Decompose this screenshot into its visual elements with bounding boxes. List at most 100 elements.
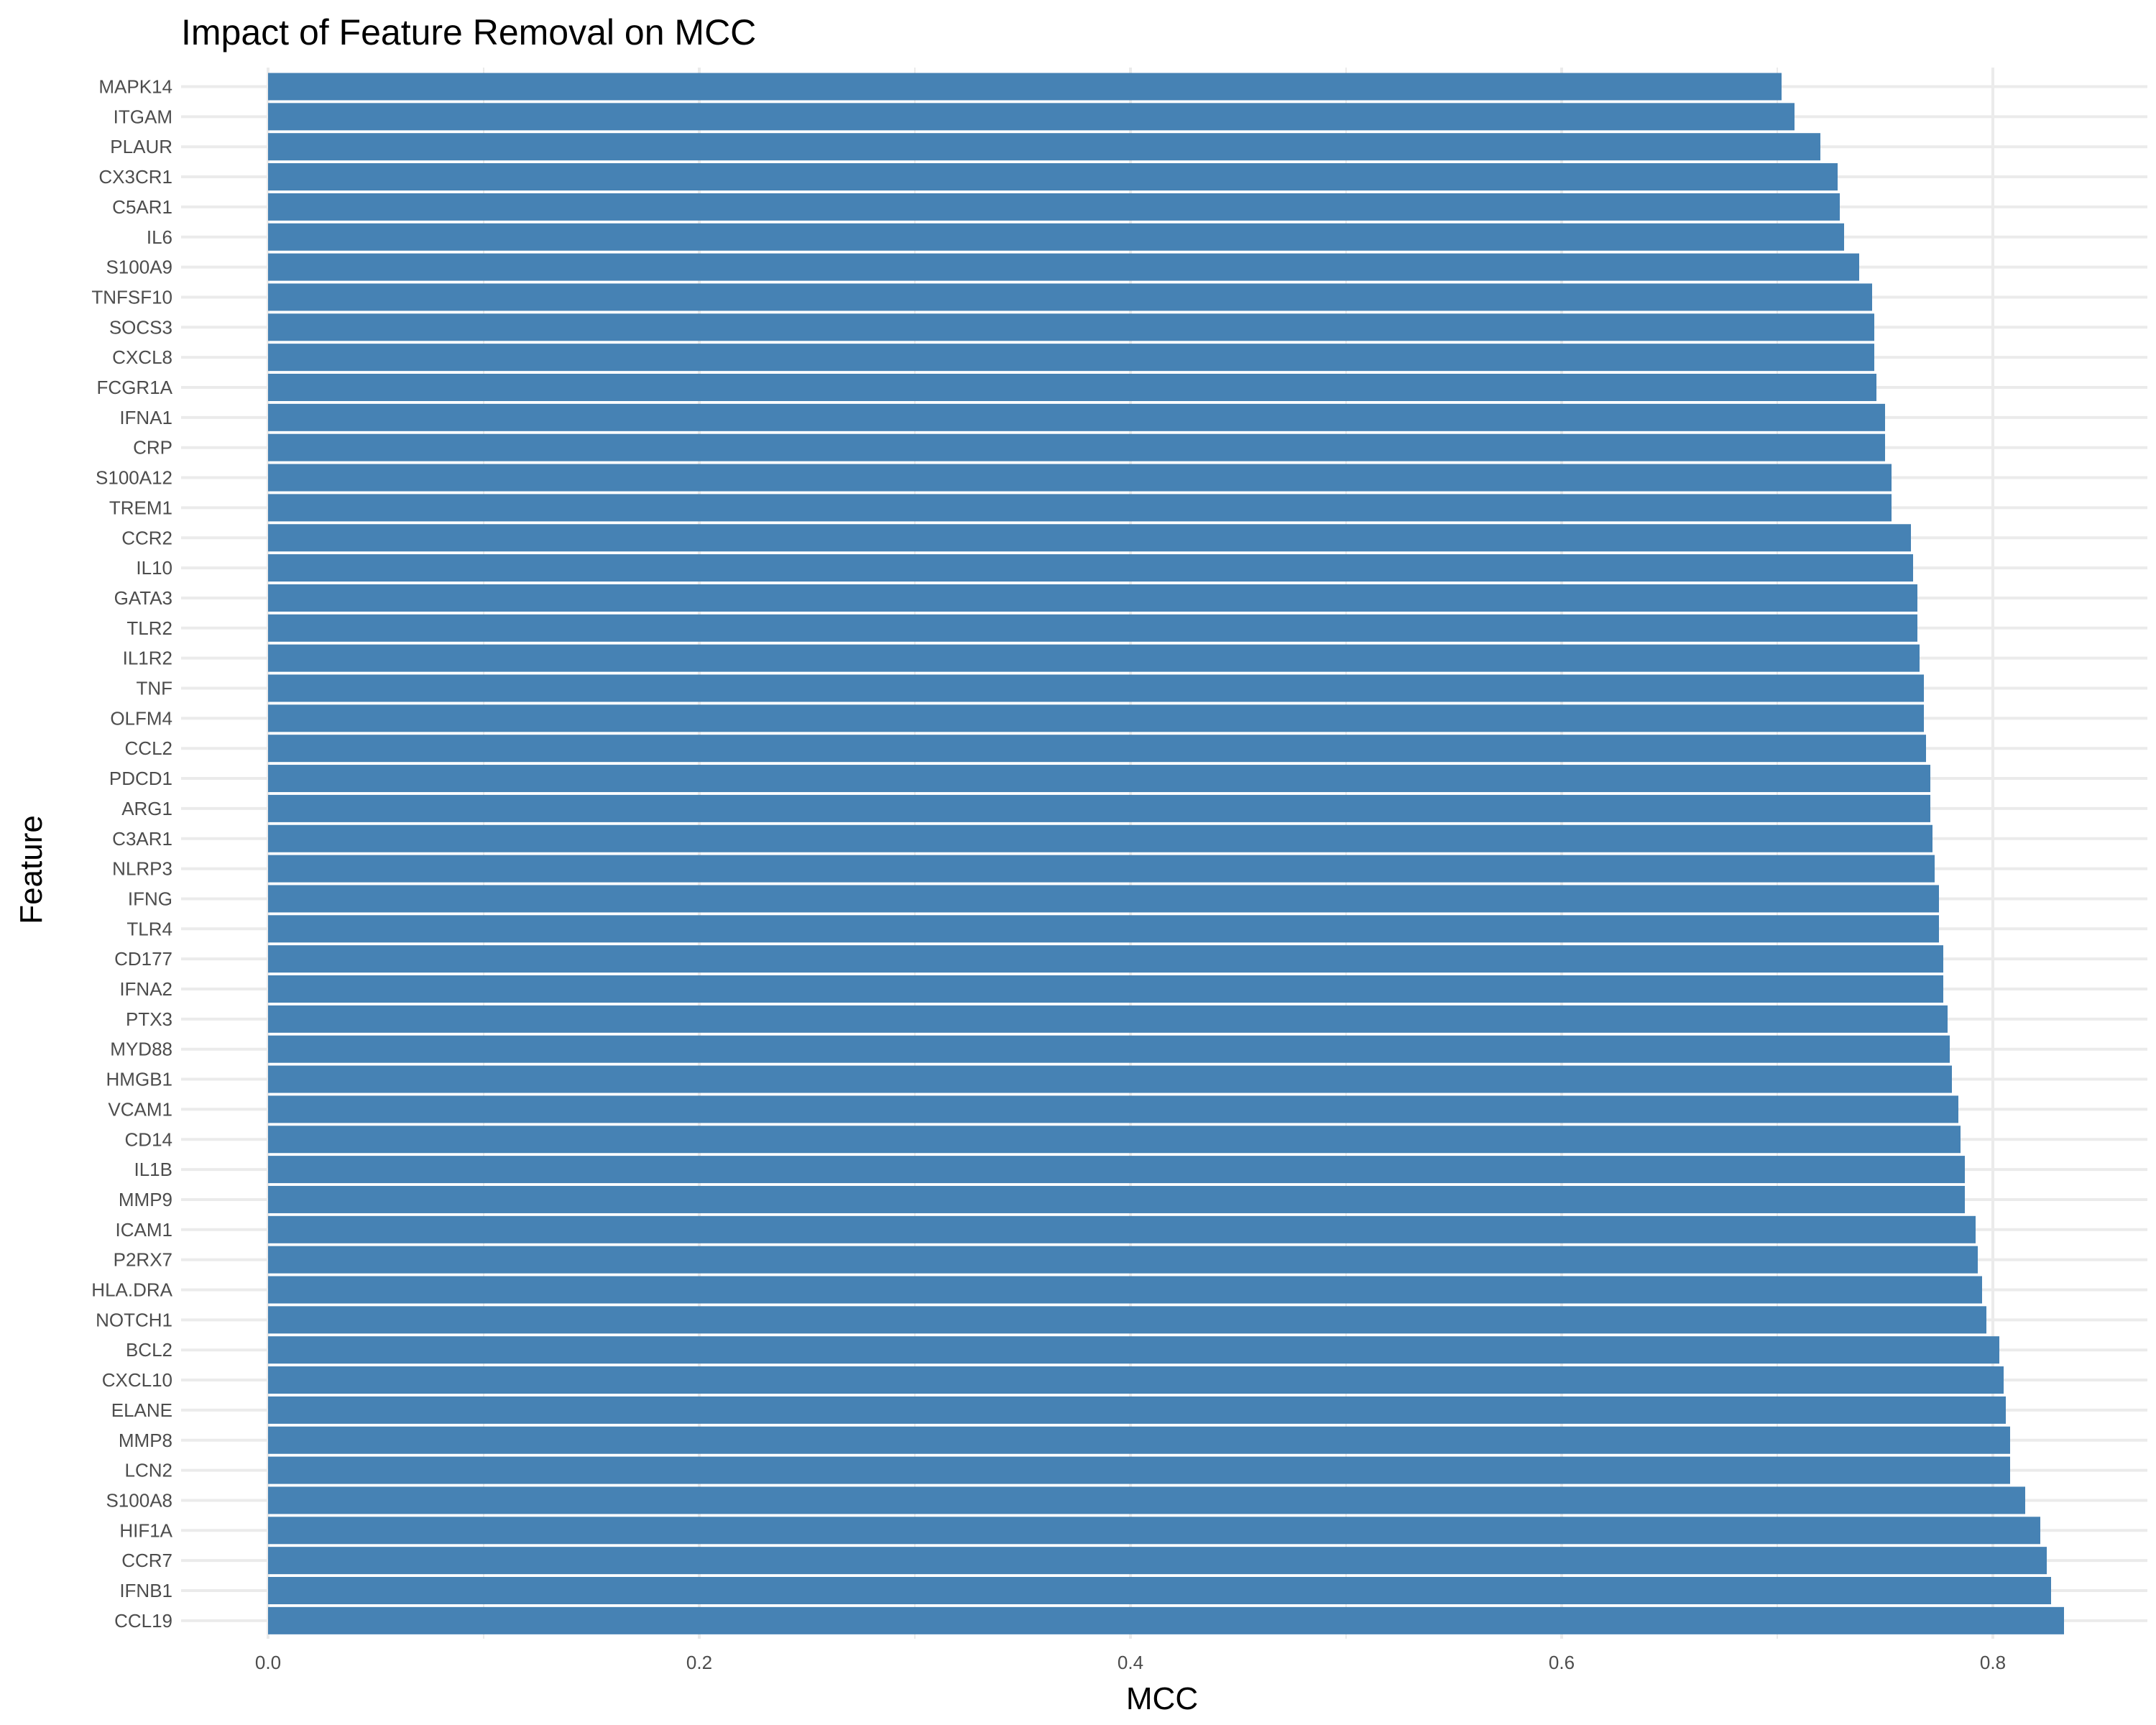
bar-itgam	[268, 103, 1795, 131]
bars	[268, 73, 2064, 1634]
x-tick-label: 0.2	[686, 1652, 712, 1673]
y-tick-label: MYD88	[110, 1039, 172, 1060]
y-tick-label: VCAM1	[108, 1098, 172, 1120]
x-tick-label: 0.0	[255, 1652, 281, 1673]
y-tick-label: LCN2	[125, 1460, 172, 1481]
y-tick-label: IL1B	[134, 1159, 173, 1180]
bar-ccr7	[268, 1547, 2047, 1575]
bar-elane	[268, 1396, 2006, 1424]
y-tick-label: MAPK14	[98, 76, 172, 98]
bar-plaur	[268, 133, 1820, 161]
bar-crp	[268, 433, 1885, 461]
x-tick-label: 0.8	[1980, 1652, 2006, 1673]
bar-tnf	[268, 674, 1924, 702]
bar-tlr4	[268, 915, 1939, 943]
y-tick-label: CCR7	[121, 1550, 172, 1571]
bar-s100a9	[268, 253, 1859, 281]
bar-icam1	[268, 1215, 1976, 1243]
bar-hmgb1	[268, 1065, 1952, 1093]
bar-ifna2	[268, 975, 1943, 1003]
chart-title: Impact of Feature Removal on MCC	[181, 12, 756, 52]
y-tick-label: S100A12	[96, 467, 172, 489]
y-tick-label: HMGB1	[106, 1069, 172, 1090]
y-tick-label: SOCS3	[109, 316, 172, 338]
y-tick-label: CXCL10	[102, 1369, 172, 1391]
y-tick-label: CCR2	[121, 527, 172, 548]
x-tick-label: 0.4	[1118, 1652, 1143, 1673]
y-tick-label: CRP	[133, 437, 172, 459]
y-tick-label: TNF	[136, 678, 172, 699]
bar-cxcl10	[268, 1366, 2004, 1394]
bar-ccr2	[268, 524, 1911, 552]
y-tick-label: C3AR1	[112, 828, 172, 850]
y-tick-label: HLA.DRA	[91, 1279, 172, 1301]
y-tick-label: NOTCH1	[96, 1309, 172, 1330]
bar-cxcl8	[268, 344, 1874, 372]
y-tick-label: CD14	[125, 1128, 172, 1150]
bar-ifna1	[268, 403, 1885, 431]
bar-mapk14	[268, 73, 1782, 101]
bar-il10	[268, 554, 1913, 582]
bar-s100a8	[268, 1486, 2025, 1514]
bar-cx3cr1	[268, 163, 1838, 191]
bar-socs3	[268, 313, 1874, 341]
y-tick-label: IFNA2	[119, 978, 172, 1000]
y-tick-label: ITGAM	[114, 106, 172, 127]
y-tick-label: TREM1	[109, 497, 172, 518]
bar-il1b	[268, 1156, 1965, 1184]
y-tick-label: CX3CR1	[98, 166, 172, 188]
y-tick-label: IFNB1	[119, 1580, 172, 1601]
bar-cd14	[268, 1126, 1961, 1154]
y-tick-label: IFNA1	[119, 407, 172, 428]
x-tick-label: 0.6	[1549, 1652, 1575, 1673]
bar-s100a12	[268, 464, 1892, 492]
y-tick-label: S100A8	[106, 1489, 172, 1511]
y-tick-label: MMP8	[119, 1430, 172, 1451]
y-tick-label: FCGR1A	[97, 377, 173, 398]
bar-ifng	[268, 885, 1939, 913]
y-tick-label: CCL2	[125, 737, 172, 759]
bar-gata3	[268, 584, 1917, 612]
bar-hif1a	[268, 1517, 2040, 1545]
bar-fcgr1a	[268, 374, 1876, 401]
y-tick-label: IFNG	[128, 888, 172, 909]
y-tick-label: ELANE	[111, 1399, 172, 1421]
y-axis-title: Feature	[14, 815, 49, 924]
bar-myd88	[268, 1035, 1950, 1063]
y-tick-label: IL10	[136, 557, 172, 579]
y-tick-label: IL1R2	[123, 648, 172, 669]
bar-bcl2	[268, 1336, 1999, 1364]
bar-ccl19	[268, 1606, 2064, 1634]
bar-olfm4	[268, 704, 1924, 732]
y-tick-label: BCL2	[126, 1339, 172, 1361]
bar-p2rx7	[268, 1246, 1978, 1274]
bar-cd177	[268, 945, 1943, 973]
y-tick-label: S100A9	[106, 257, 172, 278]
y-tick-label: PTX3	[126, 1008, 172, 1030]
y-tick-label: CXCL8	[112, 346, 172, 368]
y-tick-label: NLRP3	[112, 858, 172, 880]
y-tick-label: CCL19	[114, 1610, 172, 1632]
y-tick-label: CD177	[114, 948, 172, 970]
y-tick-label: MMP9	[119, 1189, 172, 1210]
y-tick-label: ICAM1	[116, 1219, 172, 1241]
bar-notch1	[268, 1306, 1986, 1334]
bar-c5ar1	[268, 193, 1840, 221]
bar-il6	[268, 223, 1844, 251]
bar-hla-dra	[268, 1276, 1982, 1304]
y-tick-label: TLR4	[126, 918, 172, 939]
y-tick-label: PLAUR	[110, 136, 172, 157]
bar-ptx3	[268, 1005, 1948, 1033]
y-tick-label: GATA3	[114, 587, 172, 609]
bar-il1r2	[268, 644, 1920, 672]
bar-pdcd1	[268, 765, 1930, 793]
bar-nlrp3	[268, 855, 1935, 883]
bar-c3ar1	[268, 824, 1932, 852]
y-tick-label: P2RX7	[114, 1249, 172, 1271]
bar-ifnb1	[268, 1577, 2051, 1604]
y-tick-label: ARG1	[121, 798, 172, 819]
bar-ccl2	[268, 735, 1926, 763]
y-tick-label: HIF1A	[119, 1519, 172, 1541]
bar-mmp9	[268, 1185, 1965, 1213]
